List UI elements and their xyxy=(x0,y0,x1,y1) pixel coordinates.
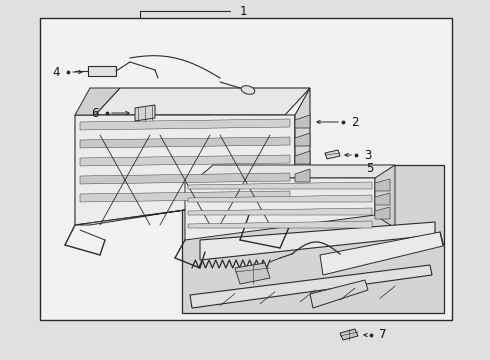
Polygon shape xyxy=(95,88,310,115)
Ellipse shape xyxy=(241,86,255,94)
Polygon shape xyxy=(375,165,395,228)
Polygon shape xyxy=(190,265,432,308)
Polygon shape xyxy=(80,137,290,148)
Polygon shape xyxy=(75,88,120,115)
Polygon shape xyxy=(198,165,395,178)
Polygon shape xyxy=(80,173,290,184)
Polygon shape xyxy=(80,119,290,130)
Polygon shape xyxy=(375,207,390,219)
Polygon shape xyxy=(295,133,310,146)
Text: 7: 7 xyxy=(379,328,387,342)
Polygon shape xyxy=(375,193,390,205)
Polygon shape xyxy=(80,191,290,202)
Bar xyxy=(40,18,452,320)
Polygon shape xyxy=(75,115,295,225)
Bar xyxy=(182,165,444,313)
Polygon shape xyxy=(325,150,340,159)
Bar xyxy=(88,66,116,76)
Polygon shape xyxy=(185,178,375,240)
Polygon shape xyxy=(375,179,390,191)
Text: 3: 3 xyxy=(364,149,372,162)
Polygon shape xyxy=(295,151,310,164)
Text: 4: 4 xyxy=(52,66,60,78)
Polygon shape xyxy=(80,155,290,166)
Text: 2: 2 xyxy=(351,116,359,129)
Polygon shape xyxy=(188,208,372,215)
Polygon shape xyxy=(188,182,372,189)
Polygon shape xyxy=(200,222,435,260)
Text: 1: 1 xyxy=(239,5,247,18)
Polygon shape xyxy=(310,280,368,308)
Polygon shape xyxy=(340,329,358,340)
Text: 5: 5 xyxy=(367,162,374,175)
Polygon shape xyxy=(320,232,443,275)
Polygon shape xyxy=(188,221,372,228)
Polygon shape xyxy=(295,115,310,128)
Polygon shape xyxy=(295,88,310,195)
Text: 6: 6 xyxy=(91,107,99,120)
Polygon shape xyxy=(135,105,155,121)
Polygon shape xyxy=(235,263,270,284)
Polygon shape xyxy=(188,195,372,202)
Polygon shape xyxy=(295,169,310,182)
Polygon shape xyxy=(75,190,310,225)
